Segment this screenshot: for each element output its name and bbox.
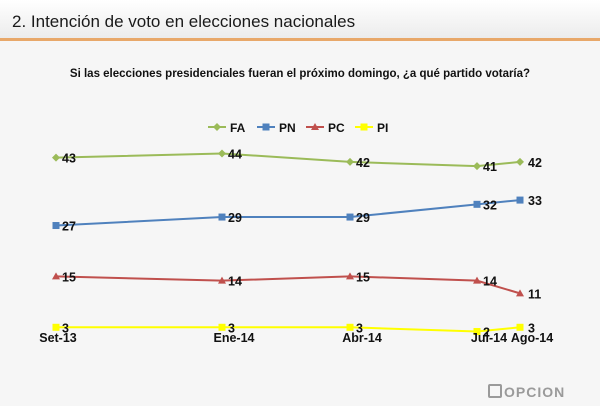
logo-text: OPCION xyxy=(504,384,566,400)
data-label-pi-4: 3 xyxy=(528,321,535,335)
data-point-pn-3 xyxy=(473,200,481,208)
page-title: 2. Intención de voto en elecciones nacio… xyxy=(12,12,356,31)
data-label-fa-4: 42 xyxy=(528,156,542,170)
data-label-pi-1: 3 xyxy=(228,321,235,335)
brand-logo: OPCION xyxy=(488,384,565,400)
data-point-pc-3 xyxy=(473,276,481,284)
data-label-pc-2: 15 xyxy=(356,270,370,284)
header-bar: 2. Intención de voto en elecciones nacio… xyxy=(0,0,600,41)
data-label-pc-3: 14 xyxy=(483,275,497,289)
data-point-pn-1 xyxy=(218,213,226,221)
data-label-pc-4: 11 xyxy=(528,287,541,301)
legend-marker-pi xyxy=(360,123,368,131)
x-tick-label-3: Jul-14 xyxy=(471,331,507,345)
x-tick-label-1: Ene-14 xyxy=(214,331,255,345)
data-label-pc-0: 15 xyxy=(62,270,76,284)
data-point-fa-1 xyxy=(218,149,226,158)
data-label-pn-4: 33 xyxy=(528,194,542,208)
data-label-fa-3: 41 xyxy=(483,160,497,174)
data-point-pi-3 xyxy=(473,328,481,336)
legend-marker-pc xyxy=(311,123,319,130)
legend-label-pn: PN xyxy=(279,121,296,135)
legend-marker-fa xyxy=(213,123,221,131)
data-point-fa-3 xyxy=(473,162,481,171)
data-point-pn-0 xyxy=(52,222,60,230)
data-point-fa-0 xyxy=(52,153,60,162)
data-label-pn-2: 29 xyxy=(356,211,370,225)
data-label-pn-0: 27 xyxy=(62,220,76,234)
legend-label-fa: FA xyxy=(230,121,246,135)
data-label-pn-1: 29 xyxy=(228,211,242,225)
data-point-pc-2 xyxy=(346,272,354,280)
data-label-fa-2: 42 xyxy=(356,156,370,170)
data-label-fa-0: 43 xyxy=(62,152,76,166)
data-label-pn-3: 32 xyxy=(483,198,497,212)
x-tick-label-0: Set-13 xyxy=(39,331,77,345)
survey-question: Si las elecciones presidenciales fueran … xyxy=(69,68,531,80)
data-label-fa-1: 44 xyxy=(228,147,242,161)
data-point-pn-4 xyxy=(516,196,524,204)
data-point-fa-2 xyxy=(346,157,354,166)
logo-icon xyxy=(488,384,502,398)
data-point-fa-4 xyxy=(516,157,524,166)
legend-label-pi: PI xyxy=(377,121,388,135)
series-line-fa xyxy=(55,152,521,168)
data-point-pc-4 xyxy=(516,289,524,297)
series-line-pc xyxy=(55,275,521,295)
data-label-pi-3: 2 xyxy=(483,326,490,340)
series-line-pn xyxy=(55,199,521,227)
data-point-pc-1 xyxy=(218,276,226,284)
x-tick-label-4: Ago-14 xyxy=(511,331,553,345)
data-point-pn-2 xyxy=(346,213,354,221)
legend-marker-pn xyxy=(262,123,270,131)
data-label-pc-1: 14 xyxy=(228,275,242,289)
x-tick-label-2: Abr-14 xyxy=(342,331,382,345)
data-point-pc-0 xyxy=(52,272,60,280)
series-line-pi xyxy=(56,326,521,333)
legend-label-pc: PC xyxy=(328,121,345,135)
data-point-pi-0 xyxy=(52,323,60,331)
data-label-pi-2: 3 xyxy=(356,321,363,335)
data-point-pi-4 xyxy=(516,323,524,331)
data-point-pi-1 xyxy=(218,323,226,331)
data-point-pi-2 xyxy=(346,323,354,331)
data-label-pi-0: 3 xyxy=(62,321,69,335)
